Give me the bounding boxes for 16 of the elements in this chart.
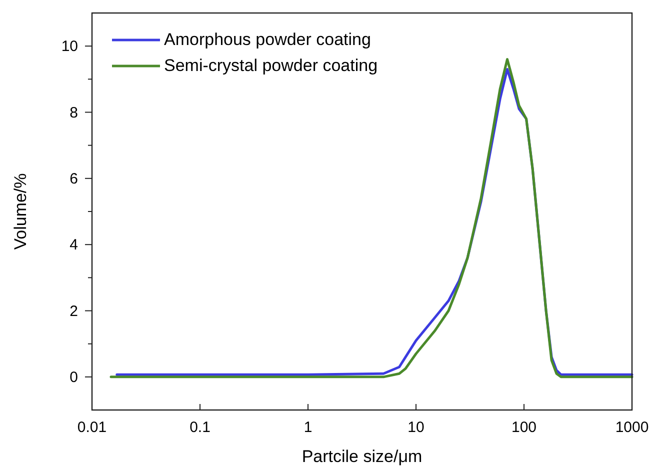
x-tick-label: 0.1: [190, 419, 210, 436]
x-tick-label: 1: [304, 419, 312, 436]
y-tick-label: 6: [70, 170, 78, 188]
legend-label: Semi-crystal powder coating: [164, 56, 378, 75]
y-tick-label: 4: [70, 236, 78, 254]
legend-label: Amorphous powder coating: [164, 30, 371, 49]
y-axis-title: Volume/%: [11, 173, 30, 250]
x-axis-title: Partcile size/μm: [302, 447, 422, 466]
x-tick-label: 10: [408, 419, 424, 436]
y-tick-label: 2: [70, 302, 78, 320]
y-tick-label: 10: [61, 38, 78, 56]
y-tick-label: 0: [70, 368, 78, 386]
x-tick-label: 1000: [615, 419, 649, 436]
y-tick-label: 8: [70, 104, 78, 122]
x-tick-label: 100: [511, 419, 537, 436]
x-tick-label: 0.01: [77, 419, 107, 436]
